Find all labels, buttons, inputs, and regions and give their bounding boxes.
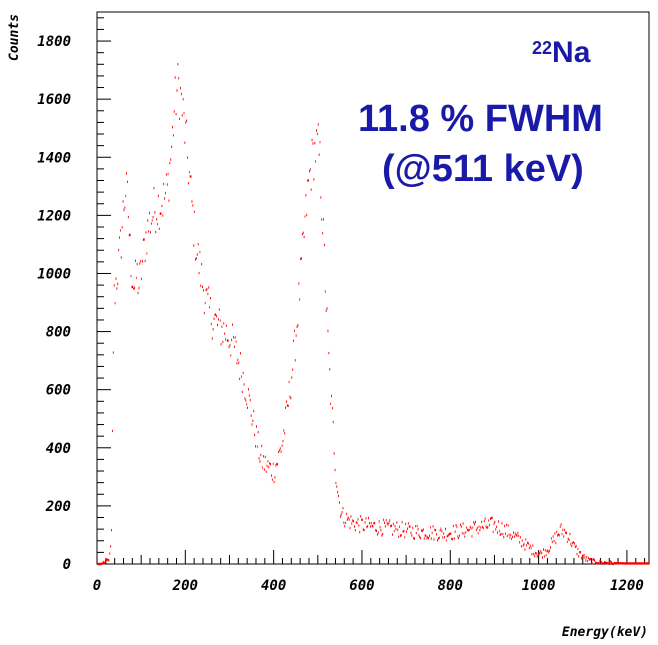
x-tick-label: 600	[349, 578, 374, 594]
y-tick-label: 800	[46, 325, 71, 341]
axis-tick-labels: 0 200 400 600 800 1000 1200 0 200 400 600 800 1000 12…	[37, 34, 643, 594]
isotope-label: 22Na	[532, 36, 590, 70]
x-tick-label: 1200	[610, 578, 644, 594]
x-tick-label: 0	[93, 578, 101, 594]
y-tick-label: 1800	[37, 34, 71, 50]
y-tick-label: 1400	[37, 150, 71, 166]
spectrum-series-line	[97, 63, 649, 566]
y-tick-label: 1000	[37, 266, 71, 282]
y-tick-label: 0	[63, 557, 71, 573]
y-tick-label: 1200	[37, 208, 71, 224]
x-tick-label: 400	[261, 578, 286, 594]
y-tick-label: 1600	[37, 92, 71, 108]
isotope-symbol: Na	[552, 36, 591, 69]
x-tick-label: 1000	[522, 578, 556, 594]
fwhm-annotation: 11.8 % FWHM	[358, 98, 603, 140]
y-tick-label: 600	[46, 383, 71, 399]
y-tick-label: 200	[45, 499, 71, 515]
x-axis-title: Energy(keV)	[562, 625, 648, 640]
axis-ticks	[96, 17, 646, 565]
plot-frame	[96, 11, 650, 565]
isotope-mass-number: 22	[532, 38, 553, 58]
series-layer	[97, 63, 649, 566]
y-axis-title: Counts	[7, 14, 22, 61]
y-tick-label: 400	[46, 441, 71, 457]
x-tick-label: 800	[438, 578, 463, 594]
energy-annotation: (@511 keV)	[382, 148, 584, 190]
x-tick-label: 200	[172, 578, 198, 594]
